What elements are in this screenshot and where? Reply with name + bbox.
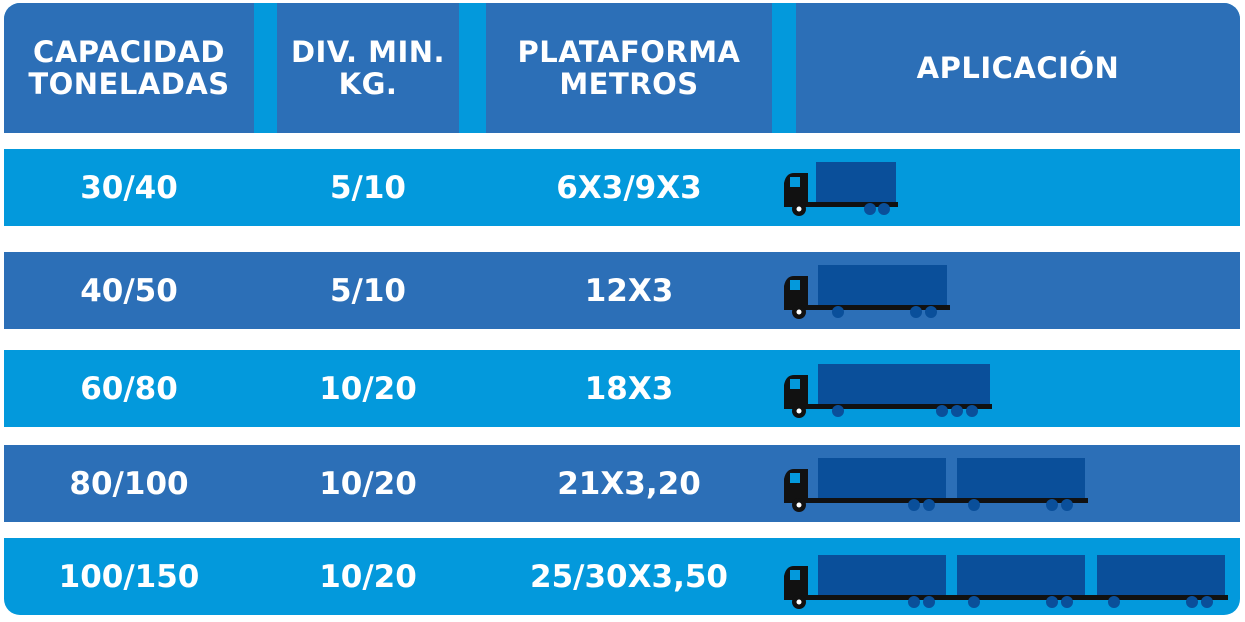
table-header: CAPACIDAD TONELADAS DIV. MIN. KG. PLATAFOR… — [4, 3, 1240, 133]
header-capacidad: CAPACIDAD TONELADAS — [4, 3, 254, 133]
cell-division: 5/10 — [329, 272, 407, 309]
cell-plataforma: 6X3/9X3 — [556, 169, 702, 206]
truck-short-icon — [780, 149, 910, 226]
header-capacidad-line2: TONELADAS — [28, 67, 230, 101]
cell-capacidad: 40/50 — [80, 272, 178, 309]
header-aplicacion: APLICACIÓN — [796, 3, 1240, 133]
truck-medium-icon — [780, 252, 960, 329]
header-aplicacion-label: APLICACIÓN — [916, 51, 1120, 85]
cell-division: 5/10 — [329, 169, 407, 206]
header-division-line2: KG. — [338, 67, 398, 101]
table-row: 30/40 5/10 6X3/9X3 — [4, 149, 1240, 226]
cell-plataforma: 18X3 — [584, 370, 674, 407]
header-division-line1: DIV. MIN. — [290, 35, 446, 69]
cell-capacidad: 60/80 — [80, 370, 178, 407]
cell-plataforma: 12X3 — [584, 272, 674, 309]
cell-division: 10/20 — [319, 558, 417, 595]
table-row: 60/80 10/20 18X3 — [4, 350, 1240, 427]
header-plataforma: PLATAFORMA METROS — [486, 3, 772, 133]
header-plataforma-line2: METROS — [559, 67, 699, 101]
table-row: 40/50 5/10 12X3 — [4, 252, 1240, 329]
cell-division: 10/20 — [319, 465, 417, 502]
cell-plataforma: 25/30X3,50 — [530, 558, 728, 595]
truck-long-icon — [780, 350, 1000, 427]
header-division: DIV. MIN. KG. — [277, 3, 459, 133]
cell-plataforma: 21X3,20 — [557, 465, 701, 502]
table-row: 100/150 10/20 25/30X3,50 — [4, 538, 1240, 615]
header-capacidad-line1: CAPACIDAD — [33, 35, 225, 69]
truck-triple-trailer-icon — [780, 538, 1236, 615]
scale-spec-table: CAPACIDAD TONELADAS DIV. MIN. KG. PLATAFOR… — [4, 3, 1240, 615]
table-row: 80/100 10/20 21X3,20 — [4, 445, 1240, 522]
header-plataforma-line1: PLATAFORMA — [517, 35, 741, 69]
cell-capacidad: 100/150 — [58, 558, 200, 595]
cell-capacidad: 80/100 — [69, 465, 189, 502]
cell-division: 10/20 — [319, 370, 417, 407]
truck-double-trailer-icon — [780, 445, 1100, 522]
cell-capacidad: 30/40 — [80, 169, 178, 206]
